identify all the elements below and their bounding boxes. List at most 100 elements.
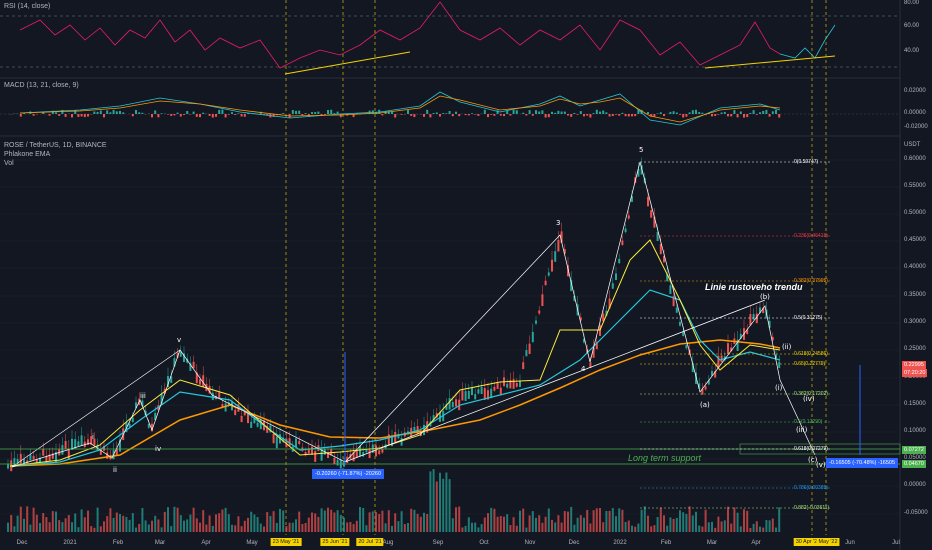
volume-bar (743, 509, 745, 532)
macd-histogram-bar (730, 114, 733, 117)
macd-histogram-bar (327, 110, 329, 114)
candle (650, 210, 653, 218)
candle (272, 433, 275, 444)
macd-histogram-bar (727, 114, 729, 117)
volume-bar (125, 516, 128, 532)
volume-bar (576, 517, 579, 532)
volume-bar (698, 525, 701, 532)
volume-bar (199, 522, 201, 532)
macd-histogram-bar (93, 111, 96, 114)
volume-bar (266, 512, 269, 532)
volume-bar (503, 516, 505, 532)
volume-bar (435, 481, 438, 532)
volume-bar (407, 522, 409, 532)
candle (535, 320, 537, 324)
candle (307, 448, 310, 454)
volume-bar (512, 517, 515, 532)
volume-bar (243, 520, 246, 532)
candle (247, 412, 249, 424)
price-axis-tick: 0.35000 (904, 292, 926, 298)
symbol-title[interactable]: ROSE / TetherUS, 1D, BINANCE (4, 142, 107, 149)
volume-bar (669, 517, 672, 532)
wave-label-a: (a) (700, 401, 710, 409)
volume-bar (480, 524, 483, 532)
candle (736, 339, 739, 351)
candle (627, 215, 630, 219)
wave-label-i: i (92, 433, 94, 441)
volume-bar (474, 522, 477, 532)
volume-bar (250, 511, 253, 532)
candle (352, 452, 355, 462)
volume-bar (759, 526, 761, 532)
candle (461, 390, 464, 401)
wave-label-iv: iv (155, 445, 162, 453)
candle (522, 362, 525, 370)
macd-tick: 0.02000 (904, 88, 926, 94)
volume-bar (221, 509, 224, 532)
candle (160, 393, 163, 405)
macd-histogram-bar (451, 114, 454, 117)
candle (768, 320, 771, 328)
macd-histogram-bar (109, 112, 112, 114)
macd-histogram-bar (506, 110, 509, 114)
volume-bar (32, 507, 35, 532)
macd-histogram-bar (749, 112, 752, 114)
volume-bar (426, 513, 429, 532)
volume-bar (455, 507, 457, 532)
macd-histogram-bar (455, 111, 457, 114)
volume-bar (707, 522, 710, 532)
macd-histogram-bar (176, 112, 179, 114)
macd-histogram-bar (106, 110, 109, 114)
date-markers (285, 0, 827, 535)
volume-bar (704, 509, 707, 532)
volume-bar (336, 510, 339, 532)
fib-level-label: 0.618(0.07279) (794, 446, 828, 452)
macd-histogram-bar (202, 112, 205, 114)
fib-level-label: 0.236(0.46418) (794, 233, 828, 239)
candle (506, 383, 509, 388)
candle (125, 422, 128, 433)
volume-bar (378, 513, 381, 532)
candle (35, 459, 38, 465)
macd-histogram-bar (541, 110, 544, 114)
volume-bar (397, 521, 400, 532)
candle (509, 379, 512, 389)
ema-legend[interactable]: Phlakone EMA (4, 151, 51, 158)
macd-histogram-bar (624, 114, 627, 117)
volume-bar (346, 522, 349, 532)
macd-histogram-bar (615, 114, 617, 115)
volume-bar (387, 510, 390, 532)
volume-bar (570, 506, 573, 532)
rsi-line (19, 1, 781, 69)
volume-bar (522, 508, 525, 532)
macd-histogram-bar (170, 114, 173, 116)
volume-bar (365, 525, 368, 532)
volume-bar (461, 527, 464, 532)
volume-bar (519, 510, 521, 532)
candle (691, 363, 694, 373)
rsi-pane (0, 1, 900, 75)
volume-bar (538, 515, 541, 532)
candle (45, 456, 48, 464)
candle (314, 450, 317, 462)
candle (327, 452, 329, 459)
volume-legend[interactable]: Vol (4, 160, 14, 167)
time-axis-tick: Dec (568, 540, 580, 546)
candle (320, 449, 323, 461)
macd-histogram-bar (605, 112, 608, 114)
volume-bar (208, 515, 211, 532)
volume-bar (362, 507, 365, 532)
volume-bar (739, 526, 742, 532)
volume-bar (323, 510, 326, 532)
volume-bar (39, 523, 41, 532)
candle (595, 341, 598, 350)
candle (771, 337, 774, 341)
candle (615, 273, 617, 281)
candle (752, 314, 755, 320)
ema-slow (9, 339, 781, 467)
volume-bar (765, 520, 768, 532)
candle (355, 449, 358, 458)
macd-histogram-bar (426, 109, 429, 114)
macd-histogram-bar (567, 114, 569, 116)
